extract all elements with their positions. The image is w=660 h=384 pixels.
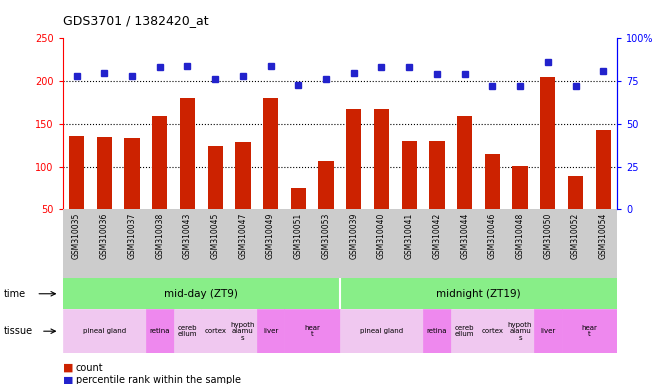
- Text: GSM310045: GSM310045: [211, 213, 220, 259]
- Bar: [340, 278, 617, 309]
- Text: GSM310051: GSM310051: [294, 213, 303, 259]
- Bar: [451, 309, 478, 353]
- Text: ■: ■: [63, 375, 73, 384]
- Bar: [63, 309, 146, 353]
- Text: cortex: cortex: [481, 328, 504, 334]
- Bar: [201, 309, 229, 353]
- Text: GDS3701 / 1382420_at: GDS3701 / 1382420_at: [63, 14, 209, 27]
- Bar: [180, 98, 195, 252]
- Text: retina: retina: [149, 328, 170, 334]
- Text: GSM310047: GSM310047: [238, 213, 248, 259]
- Bar: [63, 278, 340, 309]
- Bar: [318, 161, 334, 252]
- Bar: [595, 130, 611, 252]
- Text: GSM310039: GSM310039: [349, 213, 358, 259]
- Text: cereb
ellum: cereb ellum: [455, 325, 475, 338]
- Text: GSM310035: GSM310035: [72, 213, 81, 259]
- Text: ■: ■: [63, 363, 73, 373]
- Text: time: time: [3, 289, 26, 299]
- Bar: [401, 141, 417, 252]
- Text: liver: liver: [540, 328, 556, 334]
- Text: GSM310040: GSM310040: [377, 213, 386, 259]
- Text: GSM310037: GSM310037: [127, 213, 137, 259]
- Text: GSM310052: GSM310052: [571, 213, 580, 259]
- Bar: [124, 137, 140, 252]
- Bar: [290, 188, 306, 252]
- Text: cortex: cortex: [204, 328, 226, 334]
- Text: GSM310036: GSM310036: [100, 213, 109, 259]
- Bar: [174, 309, 201, 353]
- Bar: [235, 142, 251, 252]
- Text: GSM310041: GSM310041: [405, 213, 414, 259]
- Bar: [346, 109, 362, 252]
- Bar: [263, 98, 279, 252]
- Bar: [429, 141, 445, 252]
- Text: GSM310049: GSM310049: [266, 213, 275, 259]
- Text: percentile rank within the sample: percentile rank within the sample: [76, 375, 241, 384]
- Text: mid-day (ZT9): mid-day (ZT9): [164, 289, 238, 299]
- Bar: [457, 116, 473, 252]
- Bar: [374, 109, 389, 252]
- Text: cereb
ellum: cereb ellum: [178, 325, 197, 338]
- Text: liver: liver: [263, 328, 279, 334]
- Text: GSM310050: GSM310050: [543, 213, 552, 259]
- Bar: [562, 309, 617, 353]
- Bar: [229, 309, 257, 353]
- Text: midnight (ZT19): midnight (ZT19): [436, 289, 521, 299]
- Bar: [512, 166, 528, 252]
- Bar: [207, 146, 223, 252]
- Bar: [146, 309, 174, 353]
- Text: GSM310053: GSM310053: [321, 213, 331, 259]
- Bar: [69, 136, 84, 252]
- Bar: [478, 309, 506, 353]
- Text: hear
t: hear t: [581, 325, 597, 338]
- Text: tissue: tissue: [3, 326, 32, 336]
- Text: count: count: [76, 363, 104, 373]
- Text: GSM310043: GSM310043: [183, 213, 192, 259]
- Text: GSM310054: GSM310054: [599, 213, 608, 259]
- Text: hear
t: hear t: [304, 325, 320, 338]
- Bar: [540, 77, 556, 252]
- Bar: [340, 309, 423, 353]
- Bar: [152, 116, 168, 252]
- Bar: [534, 309, 562, 353]
- Bar: [423, 309, 451, 353]
- Bar: [284, 309, 340, 353]
- Text: GSM310044: GSM310044: [460, 213, 469, 259]
- Text: retina: retina: [426, 328, 447, 334]
- Bar: [484, 154, 500, 252]
- Bar: [257, 309, 284, 353]
- Bar: [96, 137, 112, 252]
- Text: GSM310046: GSM310046: [488, 213, 497, 259]
- Text: pineal gland: pineal gland: [82, 328, 126, 334]
- Text: GSM310048: GSM310048: [515, 213, 525, 259]
- Text: pineal gland: pineal gland: [360, 328, 403, 334]
- Bar: [506, 309, 534, 353]
- Text: hypoth
alamu
s: hypoth alamu s: [230, 322, 255, 341]
- Bar: [568, 176, 583, 252]
- Text: GSM310042: GSM310042: [432, 213, 442, 259]
- Text: GSM310038: GSM310038: [155, 213, 164, 259]
- Text: hypoth
alamu
s: hypoth alamu s: [508, 322, 533, 341]
